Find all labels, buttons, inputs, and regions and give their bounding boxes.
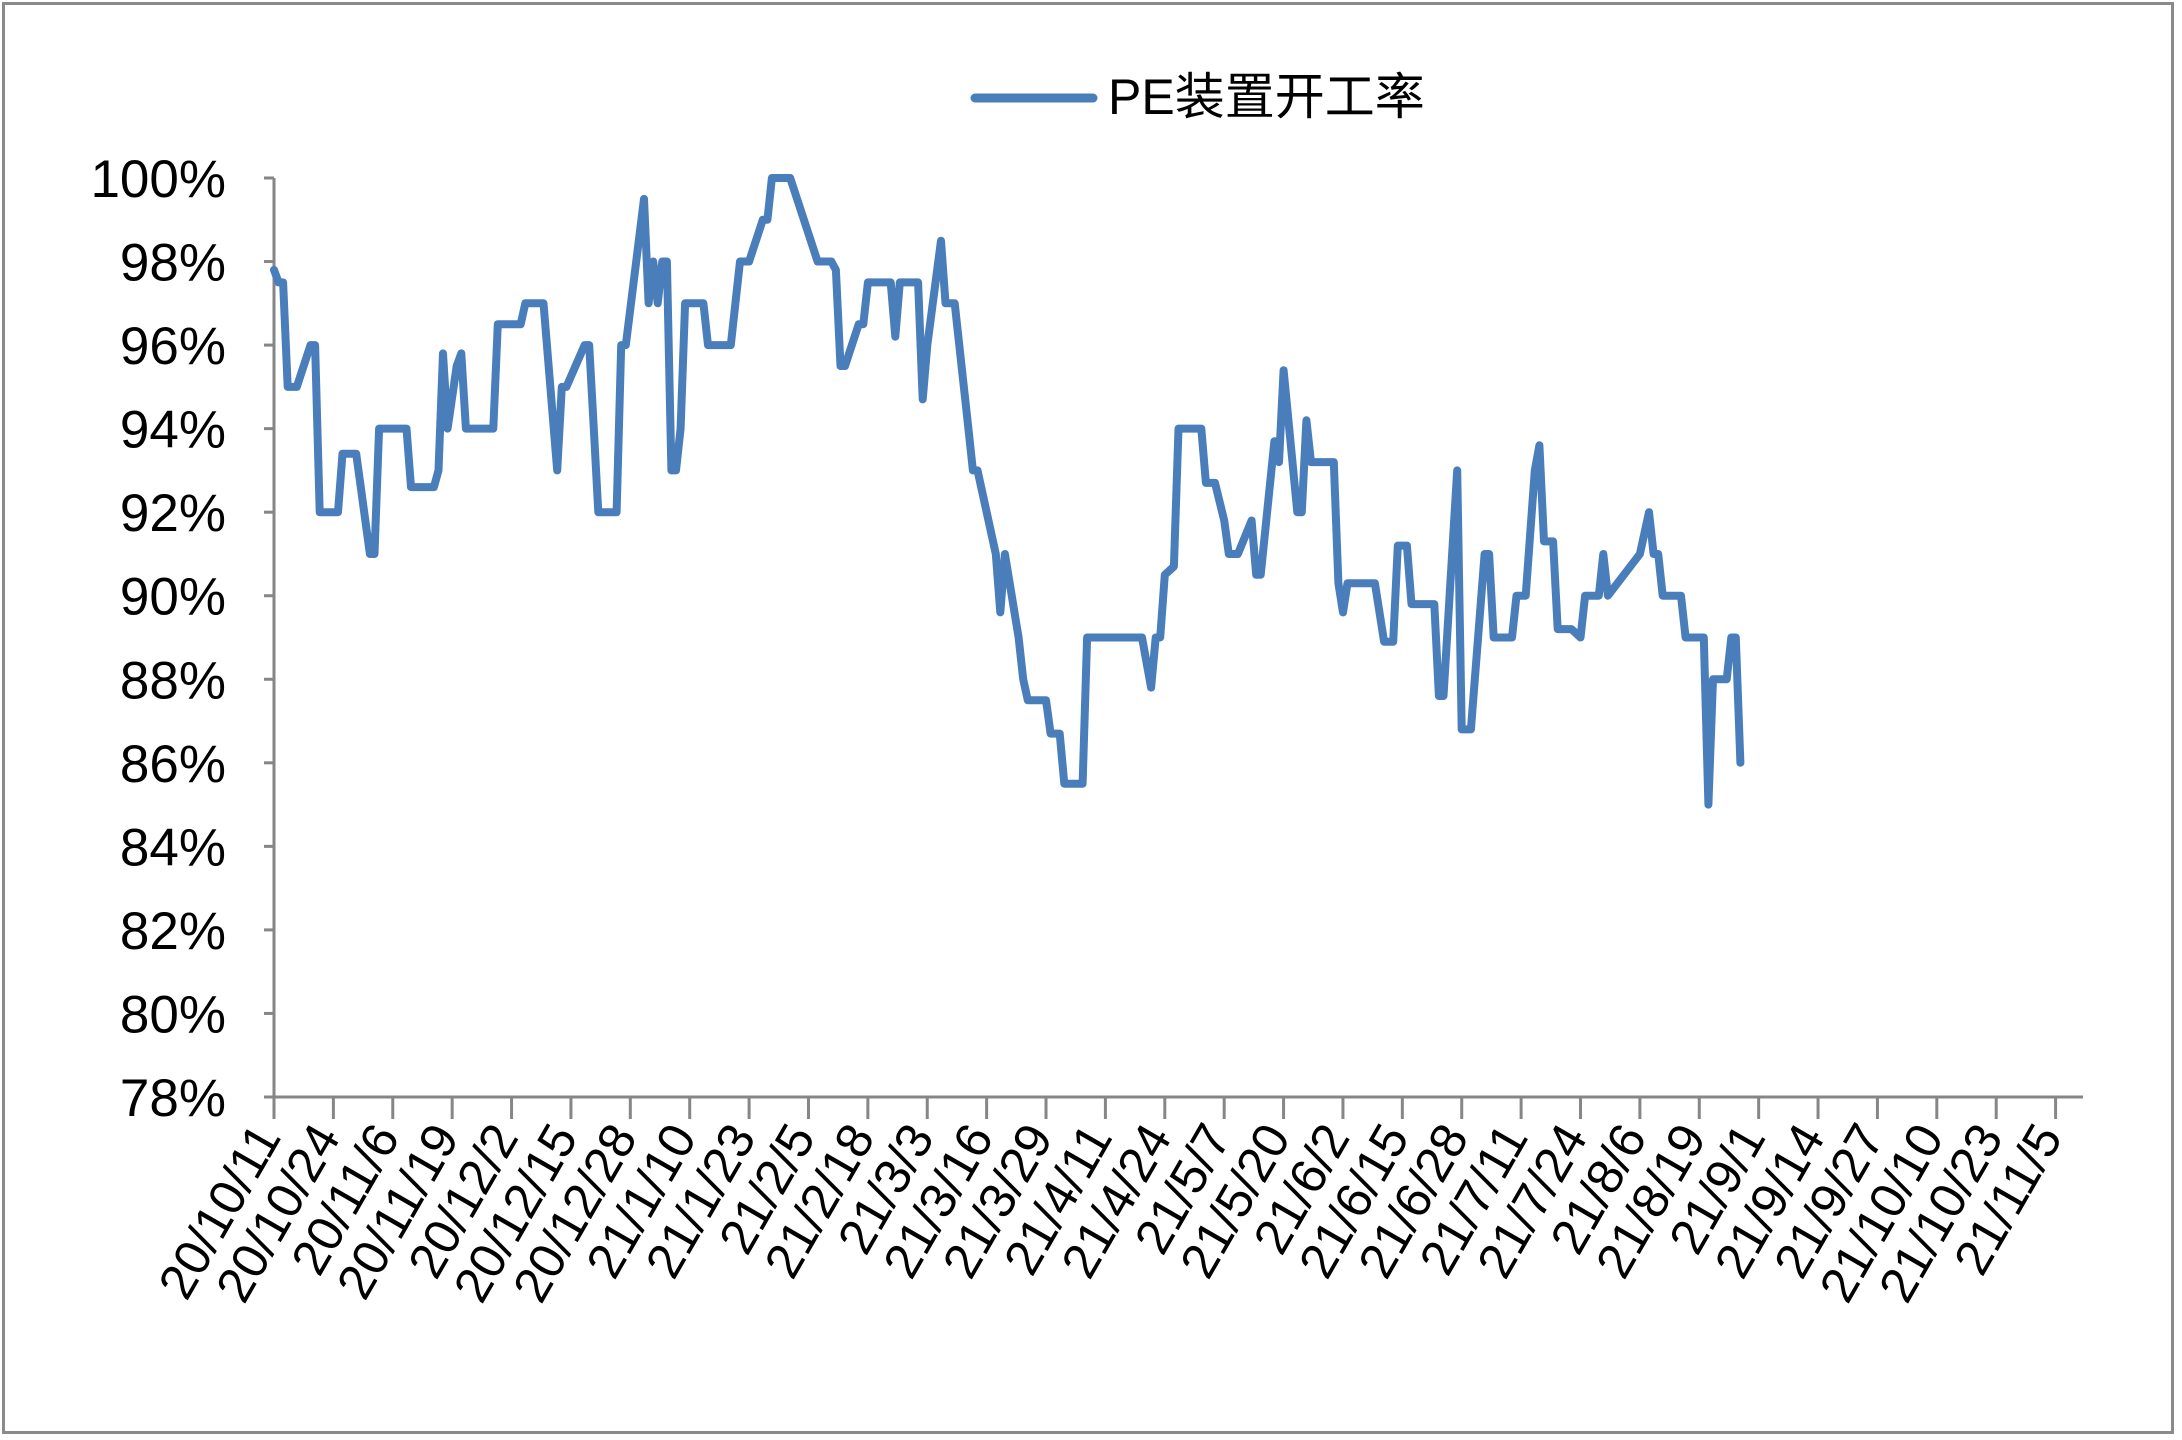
series-group — [270, 174, 1745, 809]
y-tick-label: 94% — [120, 401, 226, 460]
x-axis: 20/10/1120/10/2420/11/620/11/1920/12/220… — [148, 1095, 2083, 1311]
y-tick-label: 92% — [120, 484, 226, 543]
y-tick-label: 98% — [120, 234, 226, 293]
series-line-pe-operating-rate — [270, 174, 1745, 809]
legend-label-pe-operating-rate: PE装置开工率 — [1108, 69, 1425, 125]
y-tick-label: 80% — [120, 985, 226, 1044]
y-tick-label: 78% — [120, 1069, 226, 1128]
y-tick-label: 84% — [120, 818, 226, 877]
y-tick-label: 82% — [120, 902, 226, 961]
y-tick-label: 86% — [120, 735, 226, 794]
y-tick-label: 100% — [90, 150, 226, 209]
y-tick-label: 88% — [120, 651, 226, 710]
y-axis: 78% 80% 82% 84% 86% 88% 90% 92% 94% 96% 98% 100% — [90, 150, 276, 1128]
y-tick-label: 90% — [120, 568, 226, 627]
legend: PE装置开工率 — [970, 69, 1425, 125]
y-tick-label: 96% — [120, 317, 226, 376]
